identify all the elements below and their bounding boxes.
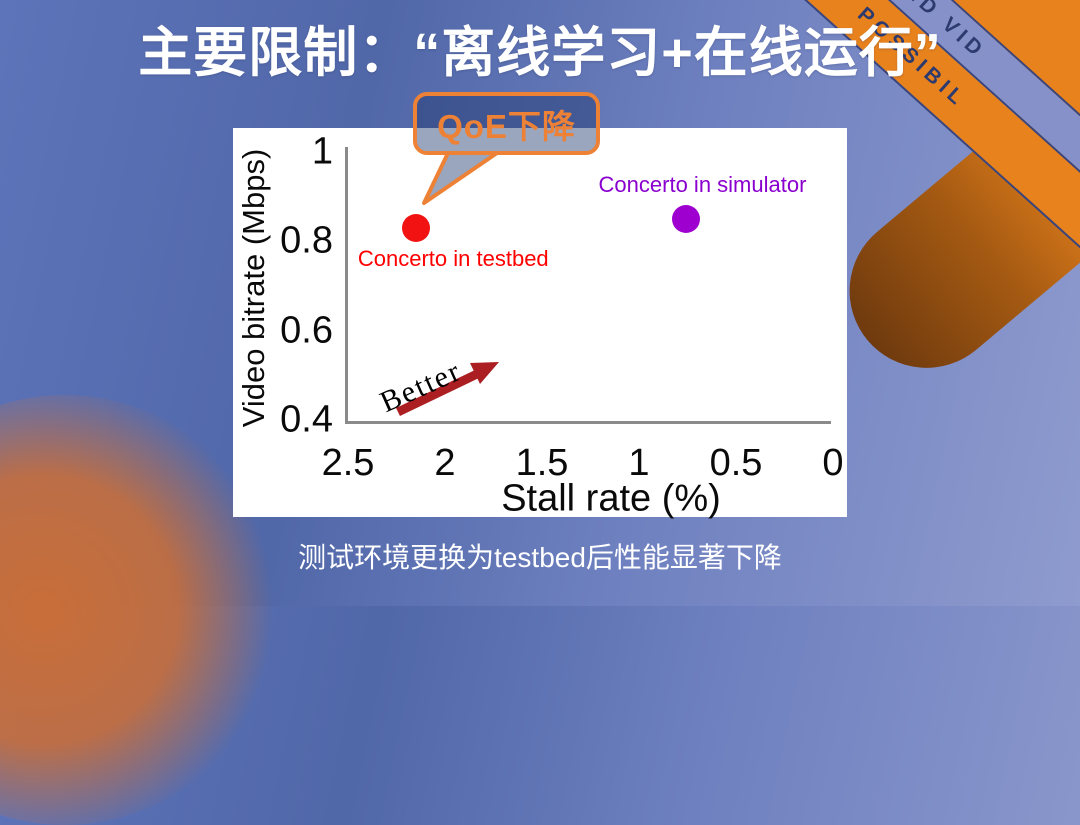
- qoe-callout-tail: [422, 151, 499, 205]
- scatter-point-label: Concerto in testbed: [357, 245, 549, 271]
- y-tick-label: 0.8: [280, 219, 333, 262]
- x-tick-label: 0: [822, 442, 844, 484]
- scatter-point: [671, 205, 700, 233]
- x-tick-label: 1: [628, 442, 650, 484]
- x-axis-line: [345, 421, 831, 424]
- x-tick-label: 2.5: [321, 442, 375, 484]
- y-axis-title: Video bitrate (Mbps): [236, 148, 271, 428]
- scatter-point: [401, 213, 430, 242]
- x-tick-label: 1.5: [515, 442, 569, 484]
- qoe-callout-text: QoE下降: [437, 107, 576, 145]
- x-tick-label: 0.5: [709, 442, 763, 484]
- better-arrow-icon: [396, 362, 499, 417]
- better-annotation: Better: [333, 338, 543, 448]
- y-tick-label: 0.4: [280, 398, 333, 441]
- y-axis-line: [345, 147, 348, 424]
- slide-title: 主要限制：“离线学习+在线运行”: [138, 23, 942, 83]
- slide-caption: 测试环境更换为testbed后性能显著下降: [298, 542, 782, 573]
- y-tick-label: 1: [311, 130, 333, 173]
- y-tick-label: 0.6: [280, 309, 333, 352]
- x-tick-label: 2: [434, 442, 456, 484]
- qoe-callout-bubble: QoE下降: [413, 92, 600, 155]
- chart-panel: Video bitrate (Mbps) Stall rate (%) 2.5 2…: [233, 128, 847, 520]
- scatter-point-label: Concerto in simulator: [598, 172, 807, 197]
- x-axis-title: Stall rate (%): [501, 477, 721, 520]
